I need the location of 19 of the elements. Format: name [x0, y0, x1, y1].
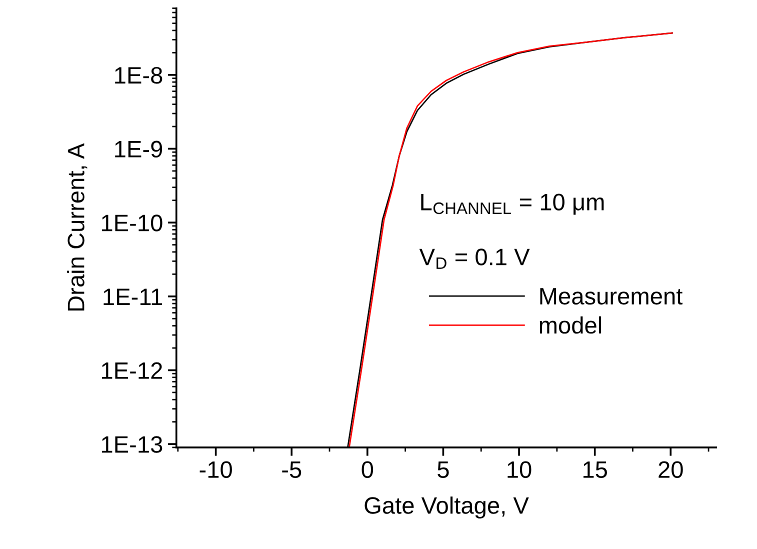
- y-tick-label: 1E-9: [115, 140, 162, 158]
- x-tick-label: -5: [282, 461, 302, 478]
- x-tick-label: 10: [508, 461, 532, 478]
- x-tick-label: 5: [438, 461, 449, 478]
- y-tick-label: 1E-11: [104, 288, 162, 305]
- y-tick-label: 1E-10: [102, 214, 162, 232]
- x-tick-label: -10: [200, 461, 232, 478]
- x-axis-title: Gate Voltage, V: [364, 496, 529, 519]
- annotation: V$_{D}$ = 0.1 V: [419, 248, 530, 269]
- y-axis-title: Drain Current, A: [67, 143, 88, 311]
- x-tick-label: 15: [584, 461, 607, 478]
- x-tick-label: 20: [658, 461, 683, 478]
- y-tick-label: 1E-13: [102, 436, 162, 453]
- legend-label: model: [540, 316, 602, 334]
- x-tick-label: 0: [362, 461, 374, 478]
- y-tick-label: 1E-12: [102, 362, 162, 379]
- y-tick-label: 1E-8: [115, 66, 162, 84]
- annotation: L$_{CHANNEL}$ = 10 μm: [421, 194, 604, 215]
- legend-label: Measurement: [540, 288, 683, 305]
